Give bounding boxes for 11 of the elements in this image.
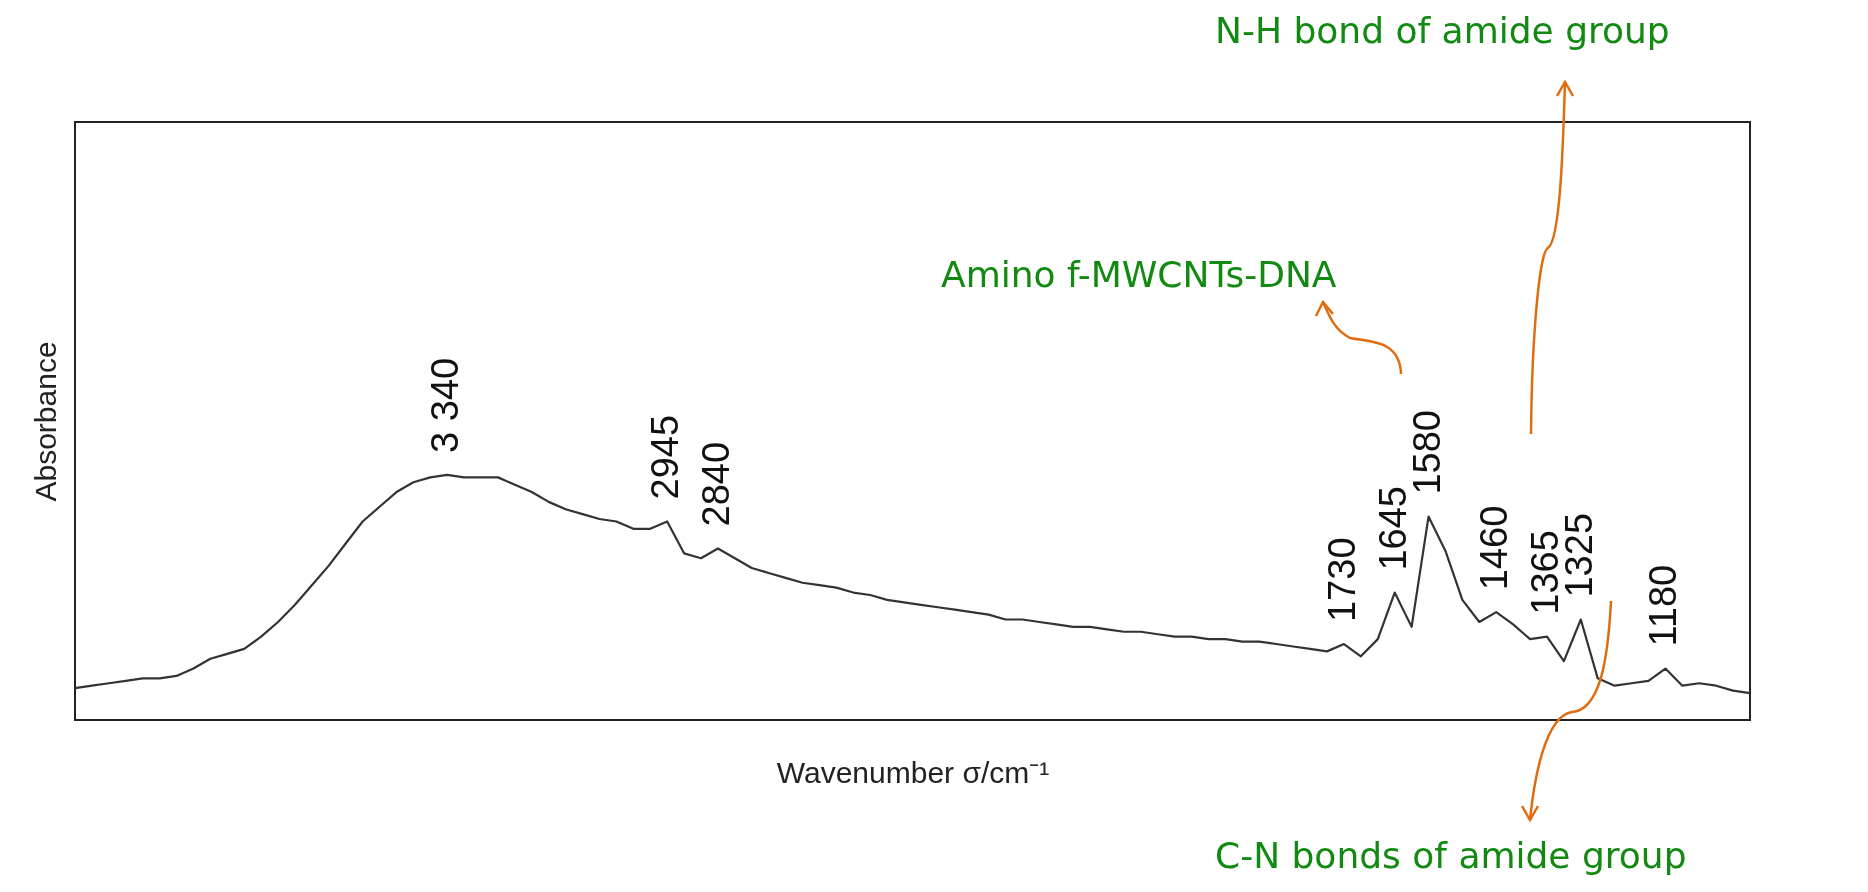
text: 3 340 — [424, 357, 467, 453]
annotation: 2945 — [644, 414, 687, 500]
annotation: 1180 — [1642, 564, 1685, 647]
annotation: 1730 — [1320, 537, 1363, 623]
annotation: 1460 — [1473, 505, 1516, 591]
annotation: 2840 — [694, 441, 737, 527]
text: Amino f-MWCNTs-DNA — [941, 254, 1337, 295]
text: N-H bond of amide group — [1215, 10, 1670, 51]
x-axis-title: Wavenumber σ/cm⁻¹ — [776, 755, 1050, 789]
y-axis-title: Absorbance — [28, 341, 62, 502]
text: C-N bonds of amide group — [1215, 835, 1687, 876]
